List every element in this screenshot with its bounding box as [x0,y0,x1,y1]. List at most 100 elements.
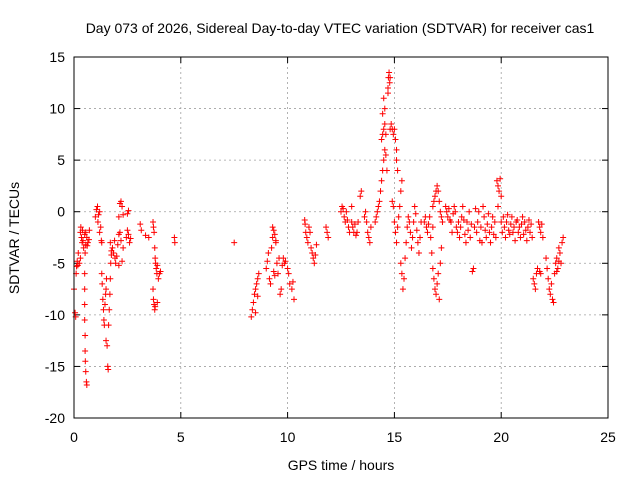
x-tick-label: 5 [177,429,185,445]
data-point [107,239,114,246]
data-point [487,239,494,246]
data-point [549,296,556,303]
data-point [264,258,271,265]
data-point [155,275,162,282]
data-point [477,224,484,231]
data-point [79,227,86,234]
data-point [252,309,259,316]
data-point [100,306,107,313]
data-point [388,121,395,128]
data-point [312,252,319,259]
data-point [81,301,88,308]
data-point [270,268,277,275]
data-point [425,221,432,228]
data-point [151,229,158,236]
data-point [467,234,474,241]
data-point [250,299,257,306]
data-point [412,210,419,217]
data-point [309,249,316,256]
data-point [113,253,120,260]
data-point [438,244,445,251]
data-point [254,275,261,282]
data-point [393,157,400,164]
data-point [394,224,401,231]
data-point [127,235,134,242]
data-point [379,110,386,117]
data-point [402,255,409,262]
data-point [98,270,105,277]
data-point [271,231,278,238]
data-point [424,229,431,236]
data-point [274,270,281,277]
data-point [354,229,361,236]
data-point [291,296,298,303]
data-point [527,229,534,236]
data-point [448,219,455,226]
data-point [491,219,498,226]
data-point [137,221,144,228]
data-point [523,237,530,244]
data-point [84,239,91,246]
data-point [101,301,108,308]
data-point [546,286,553,293]
data-point [381,105,388,112]
data-point [145,234,152,241]
data-point [362,208,369,215]
data-point [475,208,482,215]
data-point [508,213,515,220]
data-point [154,262,161,269]
data-point [150,286,157,293]
data-point [111,237,118,244]
data-point [380,126,387,133]
x-tick-label: 0 [70,429,78,445]
data-point [442,203,449,210]
y-tick-label: -15 [45,358,65,374]
data-point [348,203,355,210]
data-point [254,293,261,300]
data-point [249,306,256,313]
data-point [468,221,475,228]
data-point [104,342,111,349]
data-point [100,317,107,324]
data-point [444,213,451,220]
data-point [384,84,391,91]
data-point [437,208,444,215]
data-point [414,239,421,246]
data-point [386,79,393,86]
data-point [77,224,84,231]
data-point [78,234,85,241]
data-point [512,237,519,244]
data-point [85,236,92,243]
x-tick-label: 20 [493,429,509,445]
data-point [534,265,541,272]
data-point [485,210,492,217]
data-point [151,244,158,251]
data-point [152,255,159,262]
data-point [480,203,487,210]
data-point [93,206,100,213]
data-point [469,268,476,275]
data-point [81,270,88,277]
x-tick-label: 25 [600,429,616,445]
data-point [471,224,478,231]
data-point [270,227,277,234]
data-point [525,216,532,223]
y-tick-label: -10 [45,307,65,323]
data-point [519,213,526,220]
data-point [403,239,410,246]
data-point [538,221,545,228]
data-point [391,219,398,226]
data-point [429,265,436,272]
data-point [505,227,512,234]
data-point [75,249,82,256]
data-point [435,188,442,195]
data-point [231,239,238,246]
data-point [308,244,315,251]
data-point [271,272,278,279]
data-point [142,232,149,239]
data-point [112,260,119,267]
data-point [458,213,465,220]
data-point [157,268,164,275]
data-point [436,296,443,303]
data-point [153,265,160,272]
